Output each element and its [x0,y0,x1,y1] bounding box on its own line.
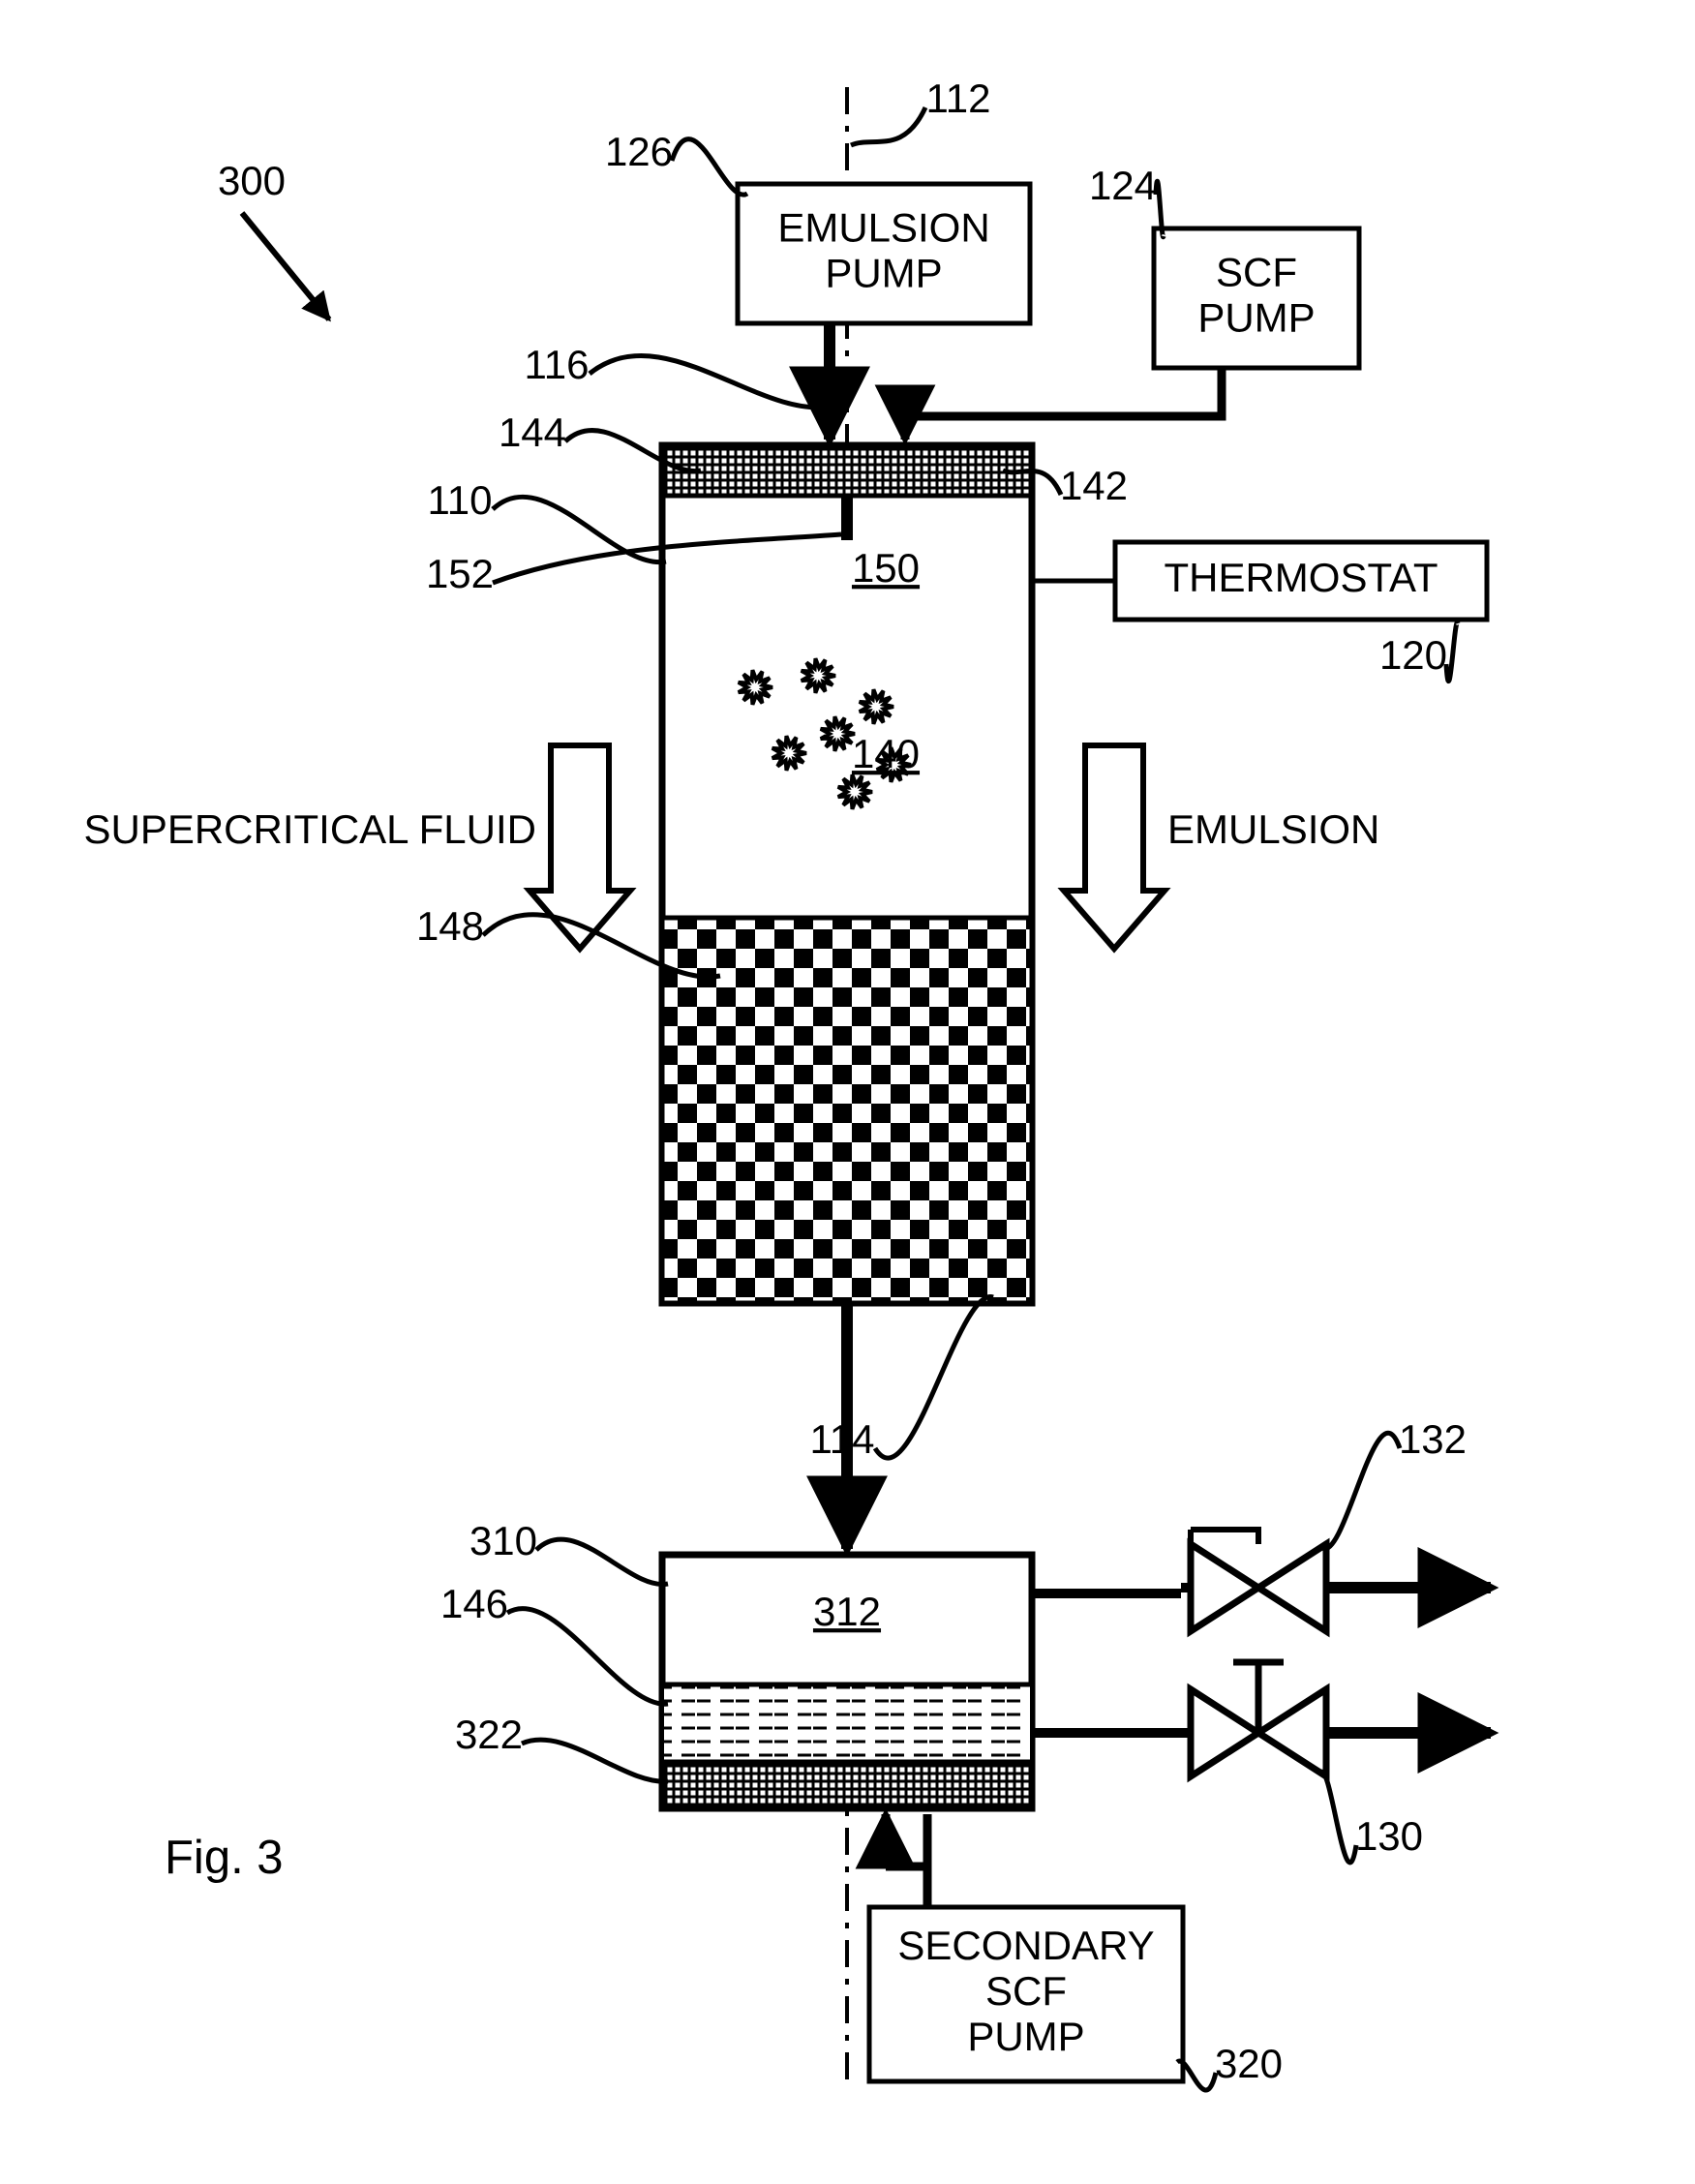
ref-132: 132 [1399,1416,1467,1462]
ref-152: 152 [426,551,494,596]
leader-112 [851,107,925,145]
leader-116 [590,355,830,407]
ref-144: 144 [499,410,566,455]
scf-pump-block: SCFPUMP [1154,228,1359,368]
ref-124: 124 [1089,163,1157,208]
valve-top [1191,1544,1326,1631]
figure-caption: Fig. 3 [165,1832,284,1884]
emulsion-label: EMULSION [1167,806,1379,852]
flow-arrow-left [530,745,630,949]
ref-126: 126 [605,129,673,174]
valve-stem [1191,1530,1258,1544]
ref-320: 320 [1215,2041,1283,2086]
secondary-scf-pump-block-label: SCF [985,1968,1067,2014]
thermostat-block: THERMOSTAT [1115,542,1487,620]
ref-150: 150 [852,545,920,591]
leader-114 [875,1297,993,1459]
ref-142: 142 [1060,463,1128,508]
column [662,445,1032,1303]
ref-310: 310 [469,1518,537,1563]
ref-120: 120 [1379,632,1447,678]
leader-310 [536,1539,668,1585]
ref-112: 112 [926,76,991,121]
ref-116: 116 [525,342,590,387]
scf-pump-block-label: SCF [1216,250,1297,295]
leader-120 [1446,622,1458,681]
scf-pump-block-label: PUMP [1197,295,1315,341]
ref-110: 110 [428,477,493,523]
leader-132 [1322,1433,1400,1548]
thermostat-block-label: THERMOSTAT [1164,555,1438,600]
secondary-scf-pump-block-label: PUMP [967,2014,1084,2059]
secondary-scf-pump-block-label: SECONDARY [897,1923,1154,1968]
supercritical-fluid-label: SUPERCRITICAL FLUID [83,806,536,852]
ref-300-arrow [242,213,329,319]
leader-146 [507,1608,668,1704]
ref-114: 114 [810,1416,875,1462]
ref-300: 300 [218,158,286,203]
ref-322: 322 [455,1712,523,1757]
ref-146: 146 [440,1581,508,1626]
emulsion-pump-block-label: PUMP [825,251,942,296]
leader-130 [1320,1772,1356,1863]
ref-140: 140 [852,731,920,776]
leader-322 [522,1740,668,1781]
ref-312: 312 [813,1589,881,1634]
pipe [905,368,1222,440]
emulsion-pump-block: EMULSIONPUMP [738,184,1030,323]
ref-130: 130 [1355,1813,1423,1859]
emulsion-pump-block-label: EMULSION [777,205,989,251]
flow-arrow-right [1064,745,1165,949]
secondary-scf-pump-block: SECONDARYSCFPUMP [869,1907,1183,2081]
ref-148: 148 [416,903,484,949]
